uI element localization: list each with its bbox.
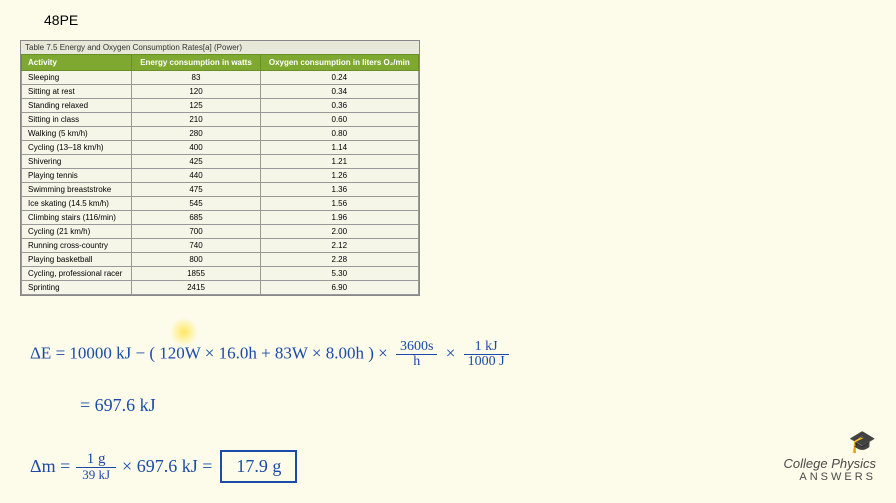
eq1-frac-kj: 1 kJ 1000 J	[464, 340, 509, 369]
table-cell: 700	[132, 225, 260, 239]
table-cell: Cycling, professional racer	[22, 267, 132, 281]
table-cell: 0.36	[260, 99, 418, 113]
table-row: Walking (5 km/h)2800.80	[22, 127, 419, 141]
table-cell: 1.96	[260, 211, 418, 225]
frac-num: 1 g	[76, 451, 116, 469]
table-row: Climbing stairs (116/min)6851.96	[22, 211, 419, 225]
eq3-mid: × 697.6 kJ =	[122, 456, 212, 477]
frac-den: 1000 J	[464, 355, 509, 369]
col-energy: Energy consumption in watts	[132, 55, 260, 71]
eq1-paren: ( 120W × 16.0h + 83W × 8.00h )	[149, 343, 374, 362]
col-activity: Activity	[22, 55, 132, 71]
table-cell: Swimming breaststroke	[22, 183, 132, 197]
eq1-times1: ×	[378, 343, 388, 362]
eq3-lhs: Δm =	[30, 456, 70, 477]
energy-table-container: Table 7.5 Energy and Oxygen Consumption …	[20, 40, 420, 296]
table-cell: Sprinting	[22, 281, 132, 295]
table-row: Standing relaxed1250.36	[22, 99, 419, 113]
table-cell: 1.36	[260, 183, 418, 197]
equation-delta-m: Δm = 1 g 39 kJ × 697.6 kJ = 17.9 g	[30, 450, 297, 483]
table-cell: 1.56	[260, 197, 418, 211]
table-row: Cycling, professional racer18555.30	[22, 267, 419, 281]
eq3-frac: 1 g 39 kJ	[76, 451, 116, 483]
table-cell: 2415	[132, 281, 260, 295]
table-cell: Cycling (21 km/h)	[22, 225, 132, 239]
table-cell: Shivering	[22, 155, 132, 169]
eq1-times2: ×	[446, 343, 456, 362]
table-cell: Standing relaxed	[22, 99, 132, 113]
table-cell: 545	[132, 197, 260, 211]
table-cell: 1.21	[260, 155, 418, 169]
eq1-lhs: ΔE = 10000 kJ −	[30, 343, 145, 362]
graduation-cap-icon: 🎓	[784, 429, 877, 455]
table-row: Sleeping830.24	[22, 71, 419, 85]
table-row: Swimming breaststroke4751.36	[22, 183, 419, 197]
table-cell: Sitting at rest	[22, 85, 132, 99]
table-cell: 1.14	[260, 141, 418, 155]
problem-label: 48PE	[44, 12, 78, 28]
table-row: Playing basketball8002.28	[22, 253, 419, 267]
table-cell: 475	[132, 183, 260, 197]
table-cell: 740	[132, 239, 260, 253]
frac-num: 3600s	[396, 340, 437, 355]
table-cell: 2.12	[260, 239, 418, 253]
table-row: Sprinting24156.90	[22, 281, 419, 295]
eq1-frac-seconds: 3600s h	[396, 340, 437, 369]
table-cell: 83	[132, 71, 260, 85]
table-cell: 0.60	[260, 113, 418, 127]
energy-table: Activity Energy consumption in watts Oxy…	[21, 54, 419, 295]
table-cell: Cycling (13–18 km/h)	[22, 141, 132, 155]
table-cell: 0.80	[260, 127, 418, 141]
col-oxygen: Oxygen consumption in liters O₂/min	[260, 55, 418, 71]
table-cell: 400	[132, 141, 260, 155]
table-row: Cycling (21 km/h)7002.00	[22, 225, 419, 239]
table-cell: 0.24	[260, 71, 418, 85]
table-row: Cycling (13–18 km/h)4001.14	[22, 141, 419, 155]
table-cell: 280	[132, 127, 260, 141]
table-cell: 440	[132, 169, 260, 183]
table-cell: 1855	[132, 267, 260, 281]
table-cell: 120	[132, 85, 260, 99]
frac-den: h	[396, 355, 437, 369]
equation-result-1: = 697.6 kJ	[80, 395, 156, 416]
table-cell: Ice skating (14.5 km/h)	[22, 197, 132, 211]
brand-logo: 🎓 College Physics ANSWERS	[784, 429, 877, 483]
table-cell: 2.28	[260, 253, 418, 267]
equation-delta-e: ΔE = 10000 kJ − ( 120W × 16.0h + 83W × 8…	[30, 340, 513, 369]
table-cell: Playing tennis	[22, 169, 132, 183]
table-cell: Climbing stairs (116/min)	[22, 211, 132, 225]
table-cell: 125	[132, 99, 260, 113]
table-cell: 800	[132, 253, 260, 267]
table-cell: Walking (5 km/h)	[22, 127, 132, 141]
table-cell: 5.30	[260, 267, 418, 281]
table-row: Sitting in class2100.60	[22, 113, 419, 127]
table-cell: 6.90	[260, 281, 418, 295]
table-row: Running cross-country7402.12	[22, 239, 419, 253]
table-cell: Sitting in class	[22, 113, 132, 127]
table-row: Playing tennis4401.26	[22, 169, 419, 183]
logo-subtitle: ANSWERS	[784, 471, 877, 483]
table-row: Sitting at rest1200.34	[22, 85, 419, 99]
table-row: Shivering4251.21	[22, 155, 419, 169]
table-cell: 1.26	[260, 169, 418, 183]
table-cell: 210	[132, 113, 260, 127]
table-cell: 685	[132, 211, 260, 225]
table-header-row: Activity Energy consumption in watts Oxy…	[22, 55, 419, 71]
table-cell: 2.00	[260, 225, 418, 239]
table-cell: Playing basketball	[22, 253, 132, 267]
table-cell: Running cross-country	[22, 239, 132, 253]
frac-num: 1 kJ	[464, 340, 509, 355]
table-cell: Sleeping	[22, 71, 132, 85]
eq3-boxed-answer: 17.9 g	[220, 450, 297, 483]
logo-title: College Physics	[784, 457, 877, 471]
table-cell: 0.34	[260, 85, 418, 99]
frac-den: 39 kJ	[76, 468, 116, 482]
table-caption: Table 7.5 Energy and Oxygen Consumption …	[21, 41, 419, 54]
table-row: Ice skating (14.5 km/h)5451.56	[22, 197, 419, 211]
table-cell: 425	[132, 155, 260, 169]
